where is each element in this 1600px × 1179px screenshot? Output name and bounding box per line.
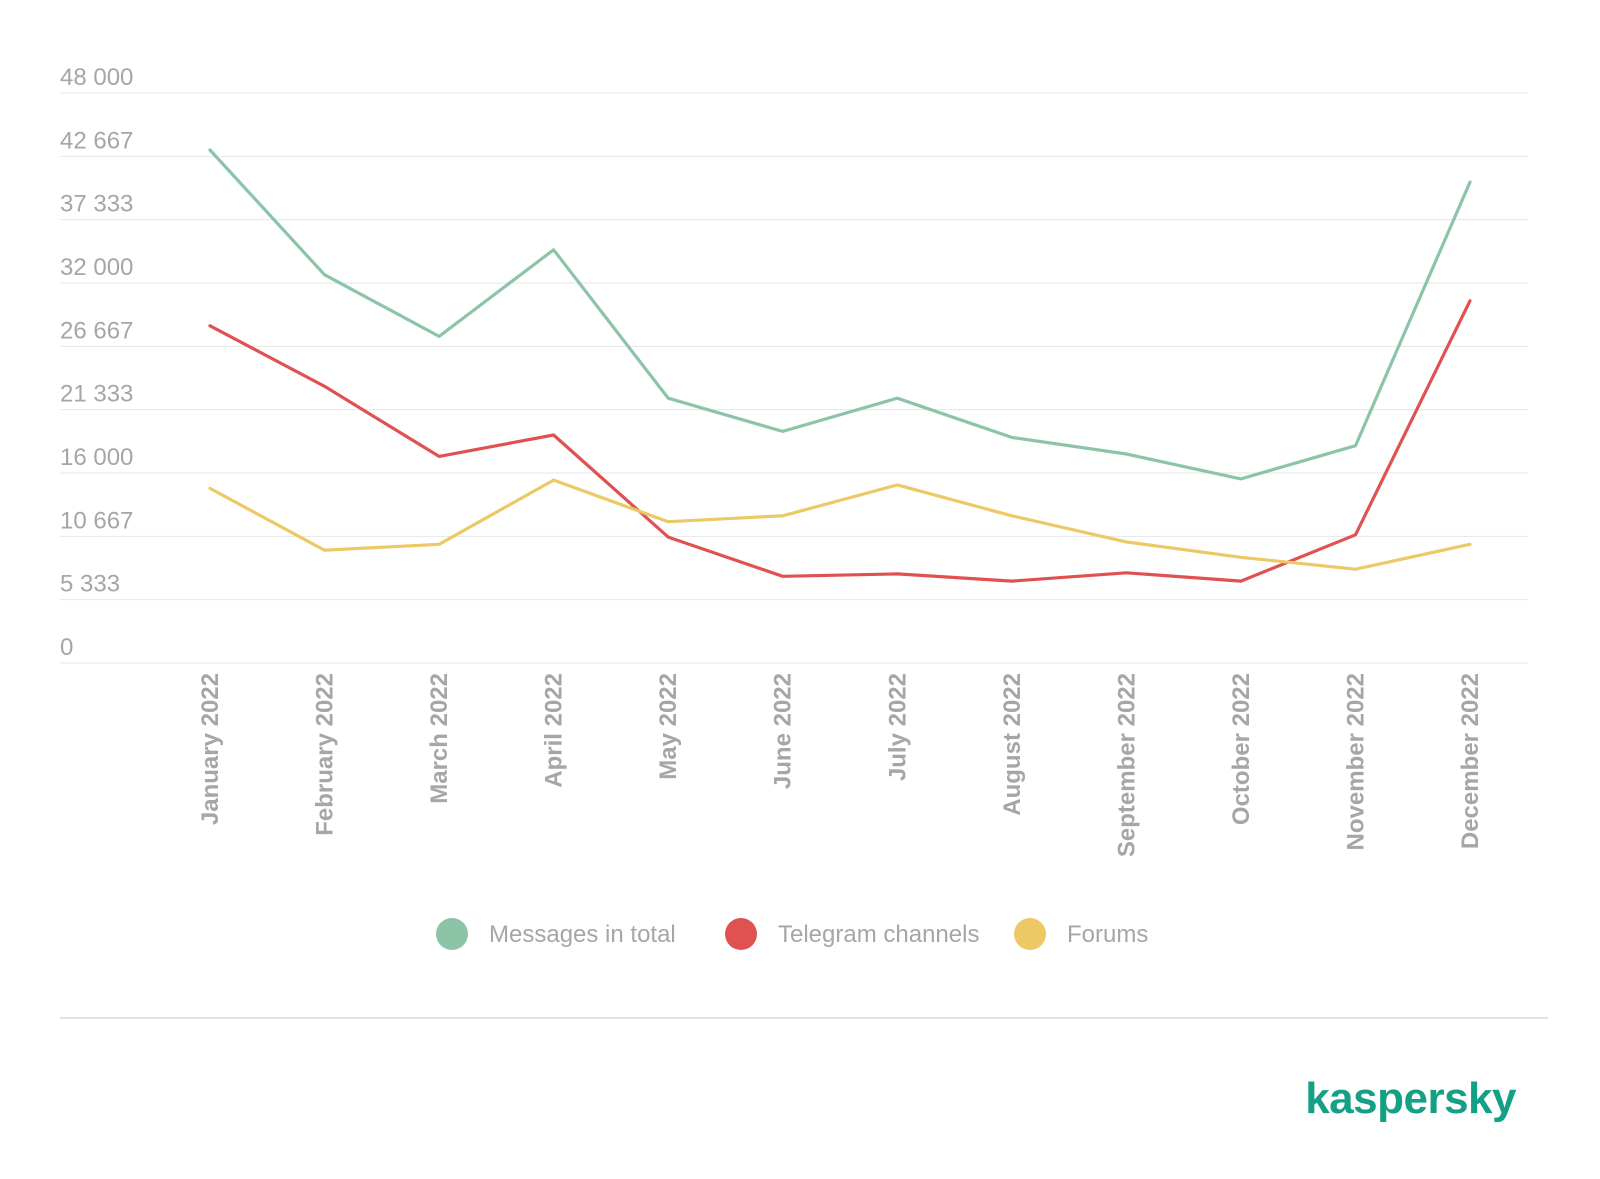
y-tick-label: 10 667 [60, 507, 133, 534]
legend-label-forums: Forums [1067, 921, 1148, 948]
x-tick-label: March 2022 [426, 673, 453, 804]
kaspersky-logo: kaspersky [1305, 1074, 1517, 1123]
series-line-telegram-channels [208, 299, 1472, 583]
x-tick-label: November 2022 [1342, 673, 1369, 850]
x-tick-label: June 2022 [770, 673, 797, 789]
legend-label-telegram-channels: Telegram channels [778, 921, 979, 948]
x-axis-ticks: January 2022 February 2022 March 2022 April… [197, 673, 1484, 857]
y-tick-label: 21 333 [60, 381, 133, 408]
y-tick-label: 37 333 [60, 191, 133, 218]
x-tick-label: May 2022 [655, 673, 682, 780]
x-tick-label: October 2022 [1228, 673, 1255, 825]
x-tick-label: February 2022 [312, 673, 339, 836]
legend-marker-messages-in-total [436, 918, 468, 950]
x-tick-label: January 2022 [197, 673, 224, 825]
y-axis-ticks: 0 5 333 10 667 16 000 21 333 26 667 32 000 37 3… [60, 64, 133, 661]
y-tick-label: 48 000 [60, 64, 133, 91]
legend-marker-forums [1014, 918, 1046, 950]
legend: Messages in total Telegram channels Forums [436, 918, 1148, 950]
x-tick-label: August 2022 [999, 673, 1026, 816]
y-tick-label: 5 333 [60, 571, 120, 598]
legend-marker-telegram-channels [725, 918, 757, 950]
y-tick-label: 32 000 [60, 254, 133, 281]
series-line-messages-in-total [208, 148, 1472, 481]
y-tick-label: 42 667 [60, 127, 133, 154]
y-tick-label: 26 667 [60, 317, 133, 344]
x-tick-label: April 2022 [541, 673, 568, 788]
series-line-forums [208, 478, 1472, 571]
y-tick-label: 0 [60, 634, 73, 661]
series-lines [208, 148, 1472, 583]
x-tick-label: July 2022 [884, 673, 911, 781]
x-tick-label: September 2022 [1113, 673, 1140, 857]
x-tick-label: December 2022 [1457, 673, 1484, 849]
y-tick-label: 16 000 [60, 444, 133, 471]
legend-label-messages-in-total: Messages in total [489, 921, 676, 948]
gridlines [60, 92, 1528, 664]
